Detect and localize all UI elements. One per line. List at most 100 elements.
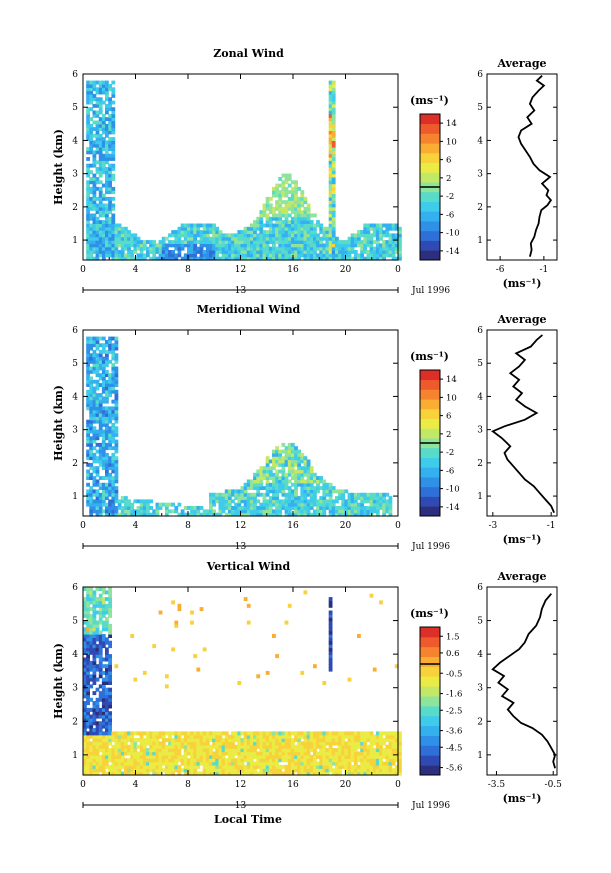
heatmap-cell [294, 758, 298, 763]
heatmap-cell [250, 771, 254, 776]
heatmap-cell [388, 223, 393, 228]
heatmap-cell [319, 512, 324, 517]
heatmap-cell [95, 226, 100, 231]
heatmap-cell [237, 758, 242, 763]
heatmap-cell [278, 469, 283, 474]
heatmap-cell [360, 250, 364, 254]
heatmap-cell [120, 758, 125, 763]
heatmap-cell [297, 462, 301, 467]
heatmap-cell [127, 230, 131, 234]
heatmap-cell [237, 492, 242, 497]
heatmap-cell [357, 496, 361, 500]
heatmap-cell [105, 150, 109, 155]
heatmap-cell [265, 220, 270, 224]
heatmap-cell [114, 754, 119, 759]
heatmap-cell [86, 711, 90, 716]
profile-y-tick-label: 2 [477, 717, 483, 727]
heatmap-cell [309, 754, 314, 759]
heatmap-cell [294, 210, 298, 215]
heatmap-cell [303, 744, 308, 749]
heatmap-cell [284, 748, 289, 753]
heatmap-cell [212, 492, 216, 497]
heatmap-cell [86, 452, 90, 457]
heatmap-cell [246, 482, 251, 487]
heatmap-cell [306, 206, 311, 211]
heatmap-cell [215, 253, 220, 258]
heatmap-cell [89, 130, 94, 135]
heatmap-cell [95, 449, 100, 454]
heatmap-cell [341, 496, 346, 500]
heatmap-cell [290, 216, 295, 221]
heatmap-cell [278, 243, 283, 248]
heatmap-cell [353, 502, 358, 507]
profile-x-label: (ms⁻¹) [503, 533, 542, 546]
heatmap-cell [95, 761, 100, 766]
heatmap-cell [111, 386, 116, 391]
colorbar-tick-label: -0.5 [446, 669, 462, 679]
heatmap-cell [347, 506, 352, 510]
heatmap-cell [199, 607, 204, 612]
heatmap-cell [338, 754, 342, 759]
heatmap-cell [86, 433, 90, 437]
heatmap-cell [350, 754, 355, 759]
heatmap-cell [95, 512, 100, 517]
heatmap-cell [89, 100, 94, 105]
heatmap-cell [101, 243, 106, 248]
heatmap-cell [325, 486, 330, 490]
heatmap-cell [105, 90, 109, 95]
heatmap-cell [331, 741, 336, 746]
heatmap-cell [114, 396, 119, 401]
heatmap-cell [108, 590, 112, 595]
heatmap-cell [281, 731, 286, 736]
heatmap-cell [161, 758, 166, 763]
y-tick-label: 3 [72, 170, 78, 180]
heatmap-cell [155, 243, 160, 248]
heatmap-cell [237, 768, 242, 773]
heatmap-cell [105, 80, 109, 85]
heatmap-cell [105, 389, 109, 394]
heatmap-cell [101, 691, 106, 696]
heatmap-cell [382, 499, 386, 504]
heatmap-cell [287, 253, 292, 258]
heatmap-cell [328, 123, 333, 128]
heatmap-cell [234, 256, 238, 261]
heatmap-cell [350, 250, 355, 254]
heatmap-cell [316, 246, 320, 251]
heatmap-cell [243, 253, 248, 258]
heatmap-cell [240, 253, 245, 258]
heatmap-cell [212, 509, 216, 514]
heatmap-cell [366, 240, 371, 244]
heatmap-cell [124, 734, 128, 739]
heatmap-cell [177, 751, 182, 756]
heatmap-cell [89, 419, 94, 424]
heatmap-cell [108, 479, 112, 484]
heatmap-cell [86, 462, 90, 467]
heatmap-cell [328, 226, 333, 231]
heatmap-cell [331, 206, 336, 211]
heatmap-cell [253, 250, 257, 254]
heatmap-cell [183, 748, 188, 753]
heatmap-cell [306, 230, 311, 234]
heatmap-cell [353, 751, 358, 756]
heatmap-cell [284, 462, 289, 467]
heatmap-cell [265, 243, 270, 248]
heatmap-cell [284, 620, 289, 625]
heatmap-cell [108, 177, 112, 181]
colorbar-swatch [420, 133, 440, 144]
heatmap-cell [331, 80, 336, 85]
heatmap-cell [360, 506, 364, 510]
heatmap-cell [246, 499, 251, 504]
heatmap-cell [171, 256, 175, 261]
heatmap-cell [149, 240, 153, 244]
heatmap-cell [86, 230, 90, 234]
heatmap-cell [297, 256, 301, 261]
heatmap-cell [89, 429, 94, 434]
heatmap-cell [363, 246, 368, 251]
heatmap-cell [89, 190, 94, 195]
heatmap-cell [325, 250, 330, 254]
heatmap-cell [394, 748, 399, 753]
heatmap-cell [89, 486, 94, 490]
heatmap-cell [328, 256, 333, 261]
heatmap-cell [234, 489, 238, 494]
heatmap-cell [124, 253, 128, 258]
